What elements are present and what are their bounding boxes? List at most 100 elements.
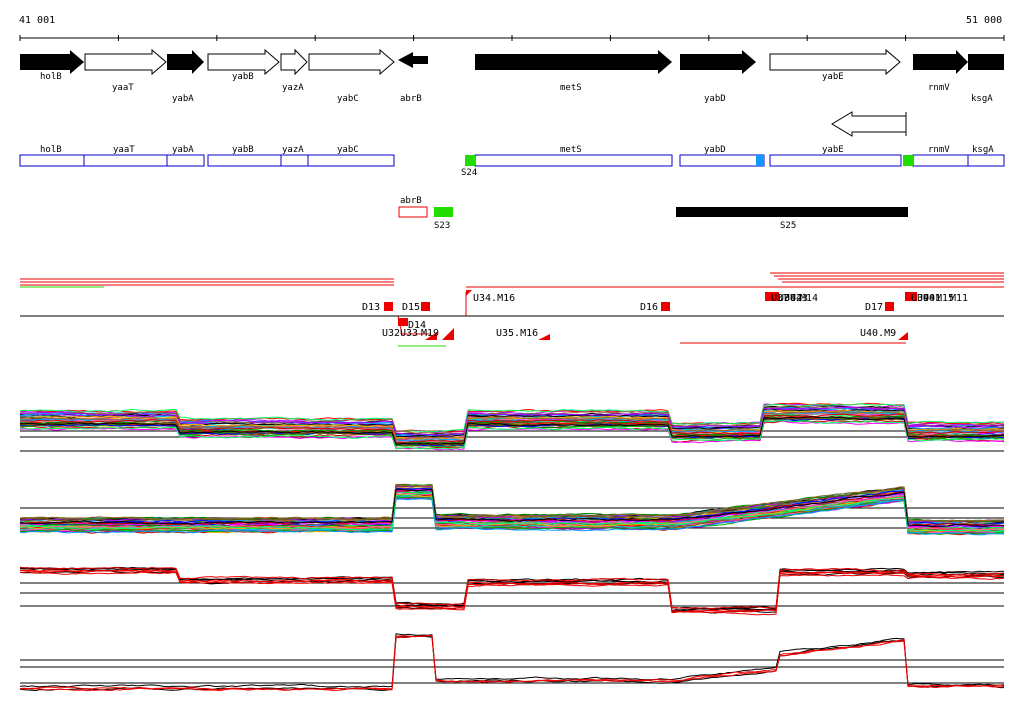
ruler-start-label: 41 001 (19, 15, 55, 26)
feature-label-D13: D13 (362, 302, 380, 313)
feature-label-M14: M14 (800, 293, 818, 304)
expression-profile-line (19, 406, 1005, 436)
expression-profile-line (19, 484, 1004, 522)
gene-holB[interactable]: holB (20, 50, 84, 82)
gene-label: abrB (400, 94, 422, 104)
gene-label: ksgA (971, 94, 993, 104)
gene-metS[interactable]: metS (475, 50, 672, 93)
gene-yabD[interactable]: yabD (680, 50, 756, 104)
operon-box-yaaT[interactable] (83, 154, 168, 167)
operon-box-yazA[interactable] (280, 154, 309, 167)
operon-box-metS[interactable] (474, 154, 673, 167)
expression-profile-line (19, 486, 1005, 525)
expression-panel-2 (19, 483, 1005, 536)
gene-label: yaaT (112, 83, 134, 93)
feature-M19-marker[interactable] (425, 332, 437, 340)
feature-label-M11: M11 (950, 293, 968, 304)
feature-label-M15: M15 (936, 293, 954, 304)
expression-profile-line (19, 402, 1005, 433)
ruler-end-label: 51 000 (966, 15, 1002, 26)
operon-box-yabB[interactable] (207, 154, 282, 167)
marker-S24[interactable] (465, 155, 475, 166)
segment-S23[interactable] (434, 207, 453, 217)
feature-cluster-U37-U38[interactable] (765, 292, 779, 301)
operon-box-yabA[interactable] (166, 154, 205, 167)
expression-profile-line (19, 409, 1005, 441)
feature-label-U42: U42 (784, 293, 802, 304)
feature-D15[interactable] (421, 302, 430, 311)
operon-label: ksgA (972, 145, 994, 155)
expression-profile-line (19, 491, 1005, 530)
expression-profile-line (20, 416, 1005, 446)
gene-rnmV[interactable]: rnmV (913, 50, 968, 93)
segment-S25-label: S25 (780, 221, 796, 231)
feature-label-U41: U41 (923, 293, 941, 304)
feature-label-U40-M9: U40.M9 (860, 328, 896, 339)
operon-track: holB yaaT yabA yabB yazA yabC metS yabD … (19, 111, 1005, 178)
expression-profile-line (19, 403, 1005, 433)
expression-profile-line (19, 571, 1005, 616)
expression-profile-line (19, 492, 1005, 532)
gene-label: yabC (337, 94, 359, 104)
feature-U34-M16-marker[interactable] (466, 290, 472, 296)
feature-D16[interactable] (661, 302, 670, 311)
expression-profile-line (19, 634, 1005, 691)
expression-profile-line (19, 635, 1005, 692)
gene-yabA[interactable]: yabA (167, 50, 204, 104)
expression-panel-4 (19, 633, 1005, 692)
expression-panel-3 (19, 566, 1005, 616)
segment-abrB-box[interactable] (398, 206, 428, 218)
expression-profile-line (19, 633, 1005, 688)
gene-yabE[interactable]: yabE (769, 48, 901, 82)
gene-yabC[interactable]: yabC (308, 48, 395, 104)
gene-label: yazA (282, 83, 304, 93)
expression-profile-line (20, 413, 1005, 444)
feature-label-U33: U33 (400, 328, 418, 339)
marker-S24-label: S24 (461, 168, 477, 178)
feature-U40-M9-marker[interactable] (898, 332, 908, 340)
segment-track: abrB S23 S25 (398, 196, 908, 231)
operon-box-yabD[interactable] (679, 154, 765, 167)
expression-panel-1 (19, 402, 1005, 452)
feature-U35-M16-marker[interactable] (538, 334, 550, 340)
operon-box-ksgA[interactable] (967, 154, 1005, 167)
operon-box-yabC[interactable] (307, 154, 395, 167)
gene-label: rnmV (928, 83, 950, 93)
marker-green-right[interactable] (903, 155, 913, 166)
feature-label-U32: U32 (382, 328, 400, 339)
operon-label: yabB (232, 145, 254, 155)
expression-profile-line (19, 420, 1005, 450)
reverse-transcript-arrow (831, 111, 907, 137)
feature-U32[interactable] (398, 318, 408, 326)
feature-D13[interactable] (384, 302, 393, 311)
segment-S25[interactable] (676, 207, 908, 217)
feature-label-D14: D14 (408, 320, 426, 331)
expression-profile-line (19, 569, 1005, 613)
expression-profile-line (19, 498, 1005, 536)
operon-box-yabE[interactable] (769, 154, 902, 167)
expression-profile-line (19, 488, 1005, 528)
operon-box-holB[interactable] (19, 154, 85, 167)
operon-box-rnmV[interactable] (912, 154, 969, 167)
gene-abrB[interactable]: abrB (398, 52, 428, 104)
feature-label-U43: U43 (790, 293, 808, 304)
gene-ksgA[interactable]: ksgA (968, 54, 1004, 104)
gene-yazA[interactable]: yazA (280, 48, 308, 93)
expression-profile-line (19, 410, 1005, 440)
feature-cluster-U39-M11[interactable] (905, 292, 917, 301)
gene-label: yabB (232, 72, 254, 82)
feature-lower-marker[interactable] (442, 328, 454, 340)
marker-cyan[interactable] (756, 155, 764, 166)
feature-label-D16: D16 (640, 302, 658, 313)
feature-D17[interactable] (885, 302, 894, 311)
gene-annotation-track: holB yaaT yabA yabB yazA yabC abrB metS (20, 48, 1004, 104)
gene-yaaT[interactable]: yaaT (84, 48, 167, 93)
operon-label: yaaT (113, 145, 135, 155)
operon-label: yabC (337, 145, 359, 155)
expression-profile-line (19, 566, 1005, 610)
gene-yabB[interactable]: yabB (207, 48, 280, 82)
operon-label: rnmV (928, 145, 950, 155)
feature-label-U38: U38 (778, 293, 796, 304)
gene-label: holB (40, 72, 62, 82)
